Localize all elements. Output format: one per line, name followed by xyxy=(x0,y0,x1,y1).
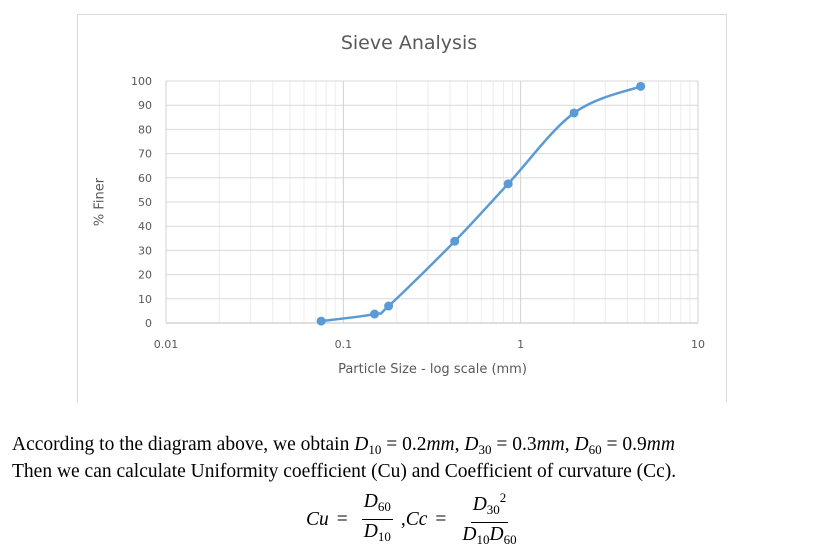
explanation-text: According to the diagram above, we obtai… xyxy=(12,434,676,483)
svg-text:1: 1 xyxy=(517,338,524,351)
data-point-marker xyxy=(370,309,380,319)
svg-text:70: 70 xyxy=(138,148,152,161)
x-axis-label: Particle Size - log scale (mm) xyxy=(338,362,527,377)
svg-text:100: 100 xyxy=(131,75,152,88)
y-tick-labels: 0 10 20 30 40 50 60 70 80 90 100 xyxy=(131,75,152,330)
svg-text:90: 90 xyxy=(138,99,152,112)
d30-value: D30 = 0.3mm xyxy=(464,434,565,457)
cc-symbol: Cc xyxy=(405,508,428,530)
chart-frame xyxy=(77,14,727,402)
svg-text:0: 0 xyxy=(145,317,152,330)
d60-value: D60 = 0.9mm xyxy=(574,434,675,457)
cu-symbol: Cu xyxy=(306,508,329,530)
d10-value: D10 = 0.2mm xyxy=(354,434,455,457)
cc-fraction: D302 D10D60 xyxy=(460,487,518,552)
svg-text:40: 40 xyxy=(138,220,152,233)
svg-text:10: 10 xyxy=(691,338,705,351)
data-point-marker xyxy=(636,81,646,91)
cu-fraction: D60 D10 xyxy=(361,490,393,544)
svg-text:80: 80 xyxy=(138,123,152,136)
svg-text:0.01: 0.01 xyxy=(154,338,179,351)
svg-text:0.1: 0.1 xyxy=(335,338,353,351)
svg-text:10: 10 xyxy=(138,293,152,306)
chart-title: Sieve Analysis xyxy=(340,32,478,54)
svg-text:60: 60 xyxy=(138,172,152,185)
data-point-marker xyxy=(450,236,460,246)
data-point-marker xyxy=(569,108,579,118)
d-values-line: According to the diagram above, we obtai… xyxy=(12,434,675,457)
calculation-intro-line: Then we can calculate Uniformity coeffic… xyxy=(12,461,677,482)
sieve-plot: 0 10 20 30 40 50 60 70 80 90 100 0.01 0.1 1 10 xyxy=(131,75,705,351)
x-tick-labels: 0.01 0.1 1 10 xyxy=(154,338,705,351)
data-point-marker xyxy=(316,316,326,326)
cu-cc-formula: Cu = D60 D10 , Cc = D302 D10D60 xyxy=(306,487,525,552)
data-markers xyxy=(316,81,646,326)
svg-text:30: 30 xyxy=(138,244,152,257)
data-point-marker xyxy=(384,301,394,311)
data-point-marker xyxy=(503,179,513,189)
svg-text:50: 50 xyxy=(138,196,152,209)
major-gridlines xyxy=(165,80,699,324)
svg-text:20: 20 xyxy=(138,269,152,282)
